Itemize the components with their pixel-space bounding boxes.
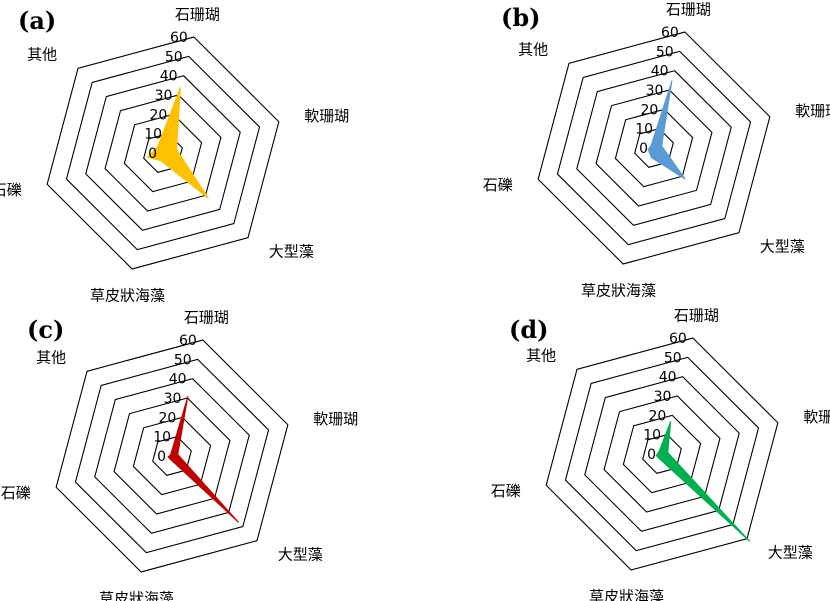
grid-ring-10 <box>143 133 183 173</box>
grid-ring-60 <box>55 339 289 573</box>
axis-label-2: 軟珊瑚 <box>803 408 830 426</box>
axis-label-5: 石礫 <box>483 176 513 194</box>
grid-ring-10 <box>642 434 682 474</box>
grid-ring-30 <box>603 395 721 513</box>
tick-label-0: 0 <box>148 146 157 162</box>
grid-ring-20 <box>622 414 702 494</box>
grid-ring-40 <box>85 75 241 231</box>
data-area-4 <box>655 420 751 542</box>
grid-ring-50 <box>564 356 760 552</box>
grid-ring-20 <box>123 113 203 193</box>
panel-label: (d) <box>509 315 549 344</box>
axis-label-5: 石礫 <box>0 181 22 199</box>
panel-label: (c) <box>27 315 64 344</box>
axis-label-3: 大型藻 <box>760 237 805 255</box>
tick-label-60: 60 <box>669 331 687 347</box>
tick-label-30: 30 <box>155 88 173 104</box>
tick-label-10: 10 <box>643 428 661 444</box>
grid-ring-60 <box>537 31 771 265</box>
grid-ring-50 <box>65 55 261 251</box>
tick-label-20: 20 <box>640 102 658 118</box>
grid-ring-50 <box>74 358 270 554</box>
grid-ring-40 <box>576 70 732 226</box>
tick-label-20: 20 <box>158 410 176 426</box>
axis-label-4: 草皮狀海藻 <box>581 281 656 299</box>
tick-label-50: 50 <box>664 350 682 366</box>
axis-label-2: 軟珊瑚 <box>304 107 349 125</box>
tick-label-0: 0 <box>157 449 166 465</box>
grid-ring-30 <box>595 89 713 207</box>
grid-ring-20 <box>614 108 694 188</box>
tick-label-0: 0 <box>639 141 648 157</box>
grid-ring-10 <box>152 436 192 476</box>
grid-ring-60 <box>46 36 280 270</box>
grid-ring-20 <box>132 416 212 496</box>
tick-label-40: 40 <box>160 69 178 85</box>
axis-label-3: 大型藻 <box>278 545 323 563</box>
tick-label-40: 40 <box>169 372 187 388</box>
axis-label-4: 草皮狀海藻 <box>99 589 174 601</box>
tick-label-20: 20 <box>648 408 666 424</box>
tick-label-50: 50 <box>165 49 183 65</box>
axis-label-3: 大型藻 <box>768 543 813 561</box>
grid-ring-60 <box>545 337 779 571</box>
grid-ring-50 <box>556 50 752 246</box>
tick-label-30: 30 <box>164 391 182 407</box>
axis-label-5: 石礫 <box>491 482 521 500</box>
axis-label-6: 其他 <box>36 349 66 367</box>
tick-label-10: 10 <box>635 122 653 138</box>
grid-ring-40 <box>94 378 250 534</box>
axis-label-1: 石珊瑚 <box>674 307 719 325</box>
tick-label-10: 10 <box>153 430 171 446</box>
tick-label-20: 20 <box>149 107 167 123</box>
axis-label-6: 其他 <box>518 41 548 59</box>
data-area-2 <box>647 80 686 180</box>
grid-ring-10 <box>634 128 674 168</box>
axis-label-2: 軟珊瑚 <box>313 410 358 428</box>
axis-label-5: 石礫 <box>1 484 31 502</box>
tick-label-10: 10 <box>144 127 162 143</box>
axis-label-6: 其他 <box>27 46 57 64</box>
grid-ring-30 <box>113 397 231 515</box>
panel-label: (a) <box>18 6 56 35</box>
tick-label-50: 50 <box>174 352 192 368</box>
axis-label-1: 石珊瑚 <box>666 1 711 19</box>
tick-label-60: 60 <box>661 25 679 41</box>
axis-label-6: 其他 <box>526 347 556 365</box>
axis-label-3: 大型藻 <box>269 242 314 260</box>
tick-label-30: 30 <box>654 389 672 405</box>
axis-label-1: 石珊瑚 <box>184 309 229 327</box>
grid-ring-40 <box>584 376 740 532</box>
tick-label-40: 40 <box>659 370 677 386</box>
axis-label-1: 石珊瑚 <box>175 6 220 24</box>
axis-label-4: 草皮狀海藻 <box>589 587 664 601</box>
tick-label-50: 50 <box>656 44 674 60</box>
tick-label-30: 30 <box>646 83 664 99</box>
data-area-3 <box>167 395 239 523</box>
tick-label-40: 40 <box>651 64 669 80</box>
tick-label-0: 0 <box>647 447 656 463</box>
tick-label-60: 60 <box>170 30 188 46</box>
grid-ring-30 <box>104 94 222 212</box>
data-area-1 <box>146 87 209 199</box>
axis-label-4: 草皮狀海藻 <box>90 286 165 304</box>
tick-label-60: 60 <box>179 333 197 349</box>
axis-label-2: 軟珊瑚 <box>795 102 830 120</box>
panel-label: (b) <box>501 3 541 32</box>
